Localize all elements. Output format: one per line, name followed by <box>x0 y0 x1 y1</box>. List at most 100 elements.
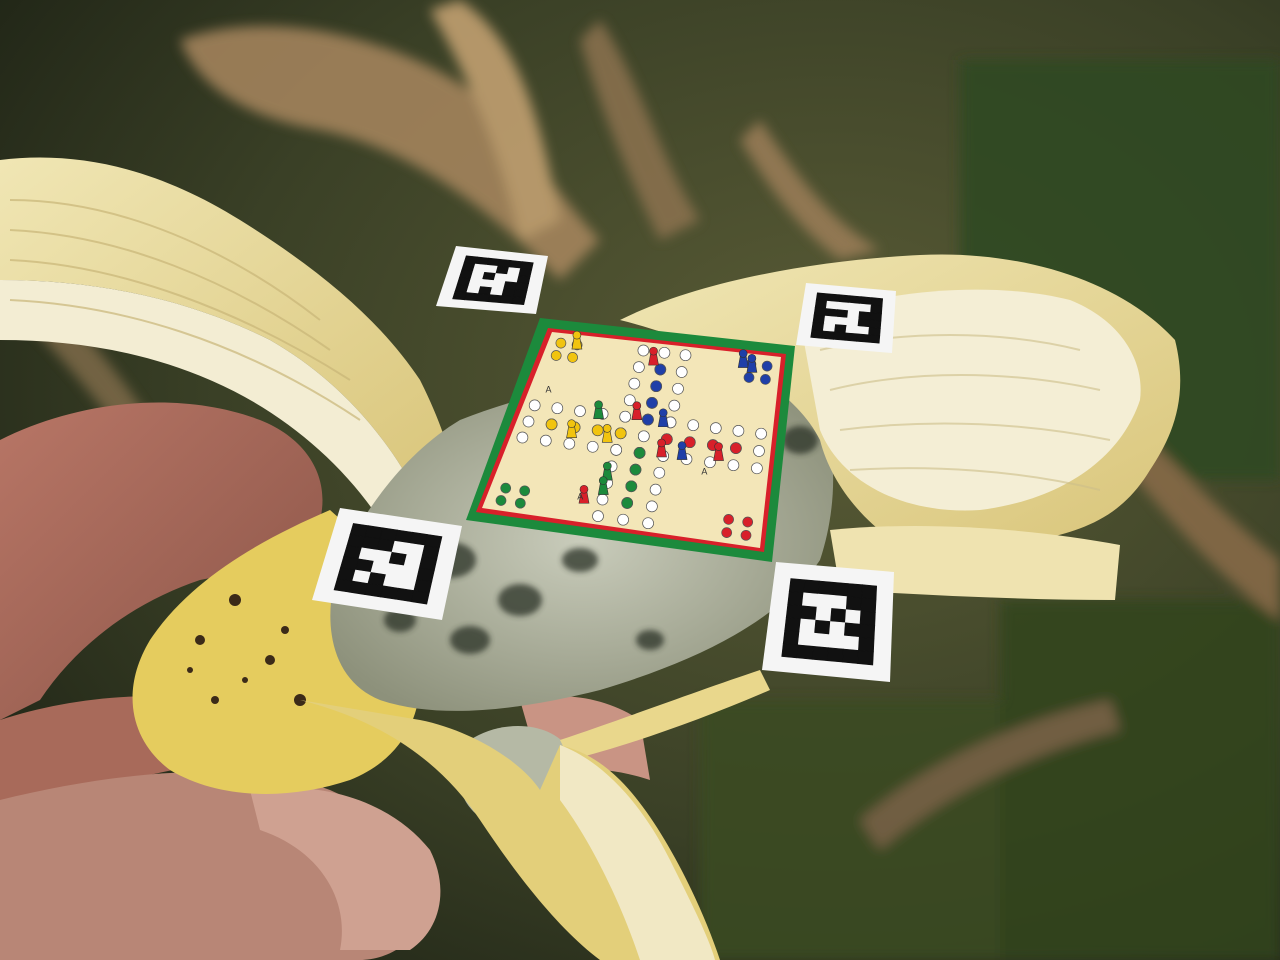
marker-top-right <box>796 283 896 353</box>
track-space <box>516 431 529 444</box>
marker-cell <box>511 296 526 306</box>
pawn-head <box>747 354 757 363</box>
marker-cell <box>364 583 384 598</box>
marker-cell <box>870 304 883 314</box>
board-pieces: A A A <box>495 330 773 541</box>
track-space <box>751 462 763 475</box>
marker-cell <box>858 311 871 321</box>
track-space <box>755 427 767 440</box>
pawn-head <box>677 441 687 450</box>
marker-cell <box>833 331 847 341</box>
track-space <box>687 419 700 432</box>
pawn-body <box>737 356 749 368</box>
pawn-head <box>714 442 723 451</box>
pawn-body <box>593 407 604 419</box>
marker-cell <box>836 301 850 311</box>
marker-cell <box>846 317 860 327</box>
marker-cell <box>810 329 824 339</box>
marker-cell <box>835 309 849 319</box>
marker-cell <box>826 647 844 663</box>
hand <box>0 402 650 960</box>
marker-cell <box>826 293 840 303</box>
pawn-body <box>656 445 667 458</box>
marker-cell <box>821 330 835 340</box>
banana-lower-peel <box>300 700 720 960</box>
marker-cell <box>487 294 503 304</box>
track-space <box>528 399 541 412</box>
marker-cell <box>861 584 878 600</box>
pawn-head <box>572 330 582 340</box>
home-space <box>642 413 654 426</box>
home-letter: A <box>577 491 583 501</box>
marker-cell <box>395 587 415 603</box>
track-space <box>727 459 740 472</box>
marker-cell <box>845 325 859 335</box>
track-space <box>668 399 681 412</box>
marker-cell <box>518 268 533 278</box>
base-space <box>555 337 567 349</box>
pawn-body <box>566 426 577 439</box>
pawn-head <box>579 484 589 494</box>
pawn-body <box>571 337 583 350</box>
marker-cell <box>816 593 834 609</box>
marker-cell <box>815 292 829 302</box>
pawn-body <box>631 408 643 420</box>
marker-cell <box>782 630 800 646</box>
home-space <box>614 427 627 440</box>
marker-cell <box>868 319 882 329</box>
base-space <box>514 497 526 509</box>
marker-cell <box>830 608 847 624</box>
marker-cell <box>843 622 861 638</box>
marker-cell <box>856 326 870 336</box>
marker-cell <box>857 650 874 666</box>
marker-cell <box>811 645 829 662</box>
marker-cell <box>781 643 799 659</box>
marker-cell <box>847 310 860 320</box>
game-board <box>466 318 795 562</box>
marker-cell <box>470 270 485 280</box>
base-space <box>761 360 773 372</box>
marker-cell <box>458 269 474 279</box>
marker-cell <box>506 267 521 276</box>
track-space <box>539 434 552 447</box>
home-space <box>730 442 742 454</box>
marker-cell <box>468 277 483 287</box>
marker-cell <box>858 623 876 639</box>
marker-cell <box>844 609 862 625</box>
marker-cell <box>856 333 869 343</box>
home-space <box>654 363 667 376</box>
marker-cell <box>474 256 489 266</box>
pawn-head <box>658 408 668 418</box>
marker-cell <box>814 299 828 309</box>
marker-cell <box>824 308 838 318</box>
pawn-body <box>746 361 758 373</box>
marker-cell <box>823 315 837 325</box>
marker-cell <box>803 579 820 595</box>
marker-cell <box>499 295 515 305</box>
marker-cell <box>825 300 839 310</box>
marker-cell <box>829 621 846 637</box>
marker-cell <box>842 648 859 664</box>
home-letter: A <box>546 384 552 394</box>
marker-cell <box>466 285 481 294</box>
marker-cell <box>827 634 845 650</box>
marker-cell <box>476 293 491 303</box>
pawn-body <box>597 483 609 495</box>
marker-cell <box>410 590 430 605</box>
pawn-head <box>649 346 658 356</box>
marker-cell <box>489 287 505 297</box>
track-space <box>610 444 623 456</box>
marker-cell <box>784 617 802 633</box>
marker-cell <box>822 323 836 333</box>
track-space <box>653 466 666 479</box>
home-space <box>591 424 604 437</box>
home-space <box>633 447 646 459</box>
marker-cell <box>796 644 814 660</box>
marker-cell <box>478 286 493 296</box>
base-space <box>740 529 752 541</box>
track-space <box>619 410 632 423</box>
marker-cell <box>812 632 830 649</box>
marker-cell <box>859 296 873 306</box>
marker-cell <box>847 302 861 312</box>
